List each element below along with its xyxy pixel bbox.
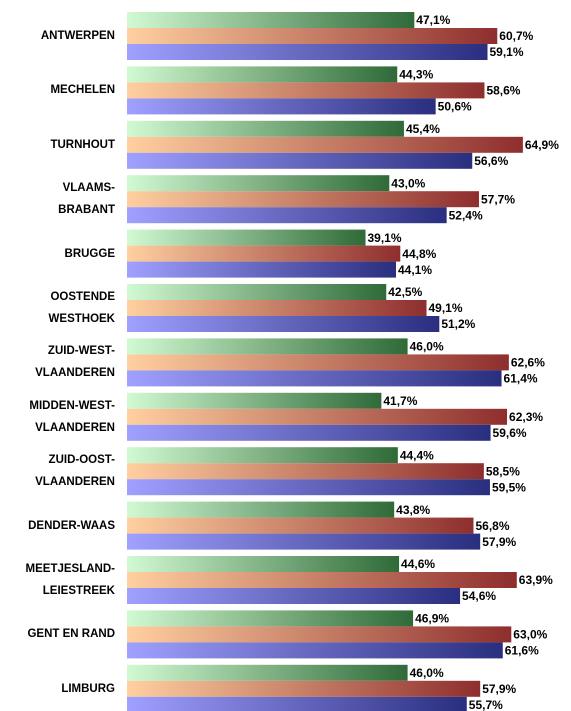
bar (127, 98, 436, 115)
value-label: 57,7% (481, 192, 515, 206)
bar (127, 245, 401, 262)
bar (127, 501, 395, 518)
bar (127, 66, 398, 83)
category-label: MEETJESLAND- LEIESTREEK (25, 563, 115, 597)
bar (127, 44, 488, 60)
bar (127, 261, 397, 278)
bar (127, 572, 517, 588)
value-label: 55,7% (469, 698, 503, 711)
category-label: VLAAMS- BRABANT (58, 182, 115, 217)
category-label: GENT EN RAND (27, 628, 115, 641)
value-label: 41,7% (383, 394, 417, 408)
value-label: 46,9% (415, 612, 449, 626)
bar (127, 408, 508, 425)
bar (127, 556, 400, 572)
bar (127, 152, 473, 169)
value-label: 49,1% (429, 301, 463, 315)
value-label: 50,6% (438, 100, 472, 114)
value-label: 43,0% (391, 176, 425, 190)
bar (127, 479, 490, 496)
value-label: 63,9% (519, 573, 553, 587)
category-label: TURNHOUT (50, 138, 115, 151)
bar (127, 610, 414, 627)
value-label: 39,1% (368, 231, 402, 245)
value-label: 54,6% (462, 589, 496, 603)
category-label: ANTWERPEN (40, 30, 115, 42)
value-label: 60,7% (499, 29, 533, 43)
value-label: 44,4% (400, 448, 434, 462)
bar (127, 424, 491, 441)
bar (127, 392, 382, 409)
bar (127, 463, 484, 480)
value-label: 42,5% (388, 285, 422, 299)
category-label: ZUID-WEST- VLAANDEREN (35, 345, 115, 380)
bar (127, 82, 485, 99)
bar (127, 626, 512, 643)
value-label: 59,5% (492, 480, 526, 494)
bar (127, 338, 408, 355)
value-label: 56,8% (475, 519, 509, 533)
bar (127, 191, 479, 208)
bar (127, 517, 474, 534)
value-label: 47,1% (416, 13, 450, 27)
bar (127, 207, 447, 224)
category-label: BRUGGE (64, 247, 115, 260)
category-label: LIMBURG (61, 682, 115, 695)
value-label: 43,8% (396, 503, 430, 517)
bar (127, 136, 523, 153)
bar (127, 12, 415, 28)
value-label: 44,6% (401, 557, 435, 571)
value-label: 52,4% (449, 208, 483, 222)
bar (127, 300, 427, 316)
value-label: 57,9% (482, 682, 516, 696)
value-label: 58,6% (486, 84, 520, 98)
bar (127, 316, 440, 332)
category-label: ZUID-OOST- VLAANDEREN (35, 454, 115, 489)
value-label: 58,5% (486, 464, 520, 478)
bar (127, 28, 498, 44)
bar (127, 588, 461, 604)
value-label: 44,3% (399, 68, 433, 82)
bar (127, 664, 408, 681)
bar (127, 120, 404, 137)
value-label: 59,6% (493, 426, 527, 440)
bar (127, 284, 387, 300)
value-label: 62,3% (509, 410, 543, 424)
value-label: 62,6% (511, 356, 545, 370)
bar (127, 680, 481, 697)
value-label: 59,1% (490, 45, 524, 59)
value-label: 64,9% (525, 138, 559, 152)
bar (127, 696, 467, 711)
value-label: 61,6% (505, 644, 539, 658)
value-label: 45,4% (406, 122, 440, 136)
bar (127, 370, 502, 387)
value-label: 46,0% (410, 340, 444, 354)
bar (127, 533, 481, 550)
value-label: 44,8% (402, 247, 436, 261)
category-label: OOSTENDE WESTHOEK (48, 291, 115, 325)
category-label: MECHELEN (50, 84, 115, 97)
bar (127, 642, 503, 659)
category-label: DENDER-WAAS (28, 519, 115, 532)
bar (127, 354, 509, 371)
value-label: 63,0% (513, 628, 547, 642)
value-label: 61,4% (504, 372, 538, 386)
bar (127, 175, 390, 192)
value-label: 44,1% (398, 263, 432, 277)
bar (127, 229, 366, 246)
value-label: 46,0% (410, 666, 444, 680)
bar (127, 447, 398, 464)
value-label: 51,2% (441, 317, 475, 331)
value-label: 56,6% (474, 154, 508, 168)
category-label: MIDDEN-WEST- VLAANDEREN (29, 399, 115, 434)
value-label: 57,9% (482, 535, 516, 549)
